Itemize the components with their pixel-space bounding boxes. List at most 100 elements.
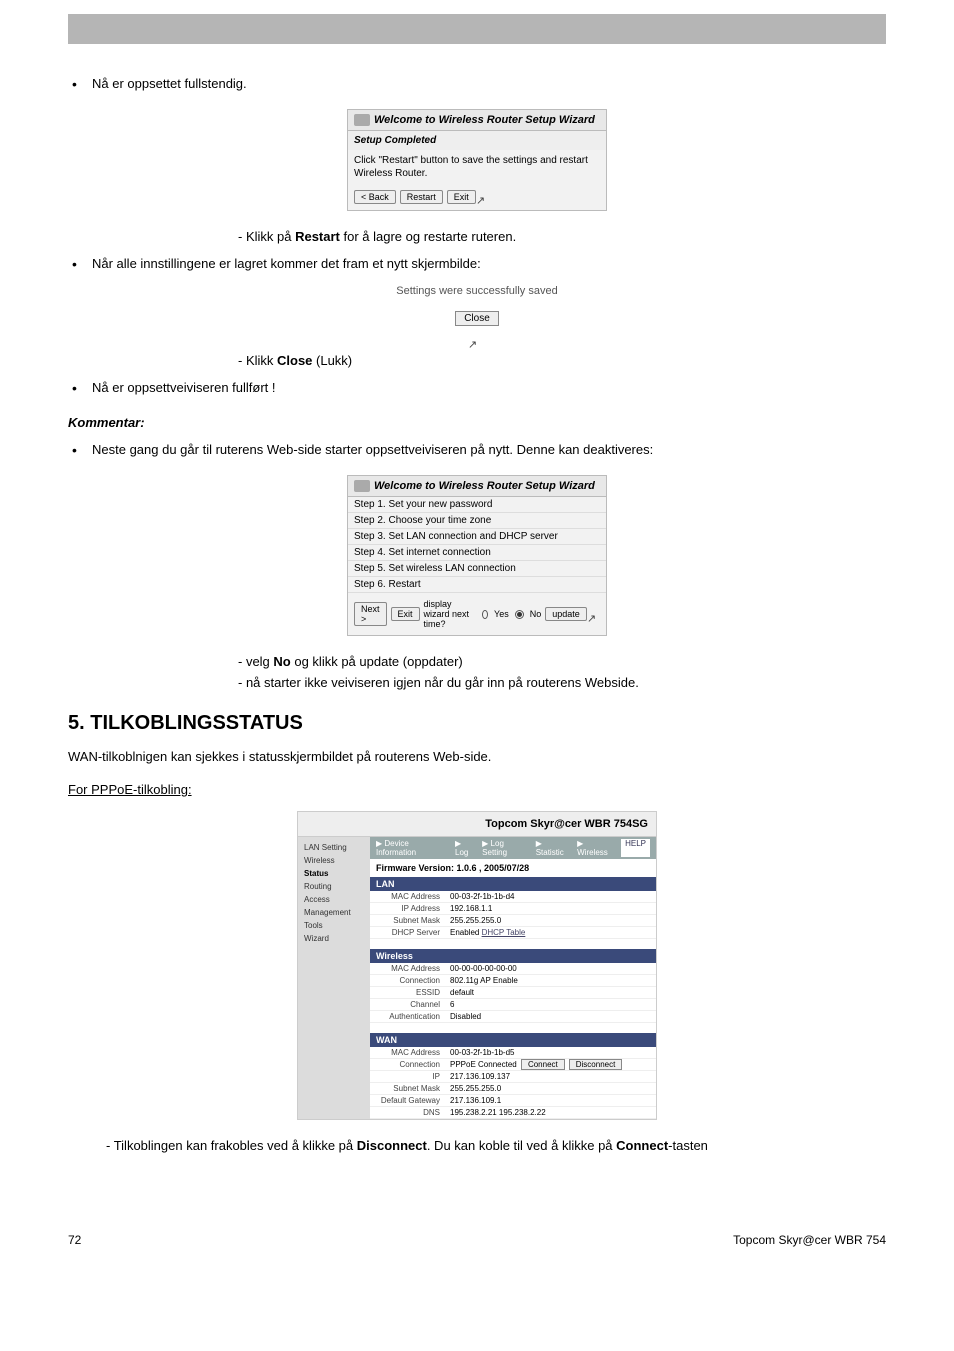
- tab-log-setting[interactable]: ▶ Log Setting: [482, 839, 530, 857]
- wl-ch-label: Channel: [370, 999, 446, 1010]
- wizard-button-row: < Back Restart Exit: [348, 184, 606, 210]
- wizard-step: Step 1. Set your new password: [348, 497, 606, 513]
- text-bold1: Disconnect: [357, 1138, 427, 1153]
- text-bold: Restart: [295, 229, 340, 244]
- sidebar-item-wireless[interactable]: Wireless: [298, 854, 370, 867]
- wan-con-label: Connection: [370, 1059, 446, 1070]
- wizard-step: Step 2. Choose your time zone: [348, 513, 606, 529]
- cursor-icon: [468, 336, 478, 348]
- wizard-step: Step 6. Restart: [348, 577, 606, 593]
- help-button[interactable]: HELP: [621, 839, 650, 857]
- text-pre: - Klikk på: [238, 229, 295, 244]
- bullet-settings-saved: Når alle innstillingene er lagret kommer…: [68, 256, 886, 271]
- wan-con-status: PPPoE Connected: [450, 1060, 517, 1069]
- wizard-icon: [354, 480, 370, 492]
- wan-gw-value: 217.136.109.1: [446, 1095, 656, 1106]
- radio-yes[interactable]: [482, 610, 488, 619]
- wan-sm-value: 255.255.255.0: [446, 1083, 656, 1094]
- lan-section-header: LAN: [370, 877, 656, 891]
- exit-button[interactable]: Exit: [391, 607, 420, 621]
- sidebar-item-access[interactable]: Access: [298, 893, 370, 906]
- restart-button[interactable]: Restart: [400, 190, 443, 204]
- wizard-icon: [354, 114, 370, 126]
- wan-ip-value: 217.136.109.137: [446, 1071, 656, 1082]
- saved-message: Settings were successfully saved: [68, 285, 886, 297]
- back-button[interactable]: < Back: [354, 190, 396, 204]
- tab-statistic[interactable]: ▶ Statistic: [536, 839, 571, 857]
- radio-no-label: No: [530, 609, 542, 619]
- instruction-wizard-not-start: - nå starter ikke veiviseren igjen når d…: [238, 675, 886, 690]
- wan-gw-label: Default Gateway: [370, 1095, 446, 1106]
- update-button[interactable]: update: [545, 607, 587, 621]
- close-button[interactable]: Close: [455, 311, 499, 326]
- router-tabbar: ▶ Device Information ▶ Log ▶ Log Setting…: [370, 837, 656, 859]
- wl-essid-value: default: [446, 987, 656, 998]
- sidebar-item-lan-setting[interactable]: LAN Setting: [298, 841, 370, 854]
- cursor-icon: [587, 612, 596, 624]
- lan-ip-label: IP Address: [370, 903, 446, 914]
- text-pre: - Tilkoblingen kan frakobles ved å klikk…: [106, 1138, 357, 1153]
- tab-wireless[interactable]: ▶ Wireless: [577, 839, 615, 857]
- router-title: Topcom Skyr@cer WBR 754SG: [485, 818, 648, 830]
- router-status-screenshot: Topcom Skyr@cer WBR 754SG LAN Setting Wi…: [297, 811, 657, 1120]
- page-number: 72: [68, 1233, 81, 1247]
- sidebar-item-tools[interactable]: Tools: [298, 919, 370, 932]
- exit-button[interactable]: Exit: [447, 190, 476, 204]
- lan-mac-value: 00-03-2f-1b-1b-d4: [446, 891, 656, 902]
- disconnect-button[interactable]: Disconnect: [569, 1059, 623, 1070]
- comment-heading: Kommentar:: [68, 415, 886, 430]
- text-mid: . Du kan koble til ved å klikke på: [427, 1138, 616, 1153]
- sidebar-item-status[interactable]: Status: [298, 867, 370, 880]
- bullet-comment: Neste gang du går til ruterens Web-side …: [68, 442, 886, 457]
- wl-essid-label: ESSID: [370, 987, 446, 998]
- next-button[interactable]: Next >: [354, 602, 387, 626]
- wireless-section-header: Wireless: [370, 949, 656, 963]
- wizard-steps-header: Welcome to Wireless Router Setup Wizard: [348, 476, 606, 497]
- tab-device-info[interactable]: ▶ Device Information: [376, 839, 449, 857]
- lan-sm-label: Subnet Mask: [370, 915, 446, 926]
- pppoe-label: For PPPoE-tilkobling:: [68, 782, 886, 797]
- wan-con-value: PPPoE Connected Connect Disconnect: [446, 1059, 656, 1070]
- tab-log[interactable]: ▶ Log: [455, 839, 476, 857]
- router-header: Topcom Skyr@cer WBR 754SG: [298, 812, 656, 837]
- lan-dhcp-value: Enabled DHCP Table: [446, 927, 656, 938]
- sidebar-item-routing[interactable]: Routing: [298, 880, 370, 893]
- bullet-text: Nå er oppsettveiviseren fullført !: [92, 380, 276, 395]
- router-main: ▶ Device Information ▶ Log ▶ Log Setting…: [370, 837, 656, 1119]
- display-question: display wizard next time?: [424, 599, 477, 629]
- bullet-text: Når alle innstillingene er lagret kommer…: [92, 256, 481, 271]
- sidebar-item-wizard[interactable]: Wizard: [298, 932, 370, 945]
- wan-dns-label: DNS: [370, 1107, 446, 1118]
- text-pre: - velg: [238, 654, 273, 669]
- cursor-icon: [476, 194, 486, 206]
- router-sidebar: LAN Setting Wireless Status Routing Acce…: [298, 837, 370, 1119]
- text-pre: - Klikk: [238, 353, 277, 368]
- wizard-body-text: Click "Restart" button to save the setti…: [348, 150, 606, 184]
- wan-sm-label: Subnet Mask: [370, 1083, 446, 1094]
- wan-mac-value: 00-03-2f-1b-1b-d5: [446, 1047, 656, 1058]
- bullet-setup-complete: Nå er oppsettet fullstendig.: [68, 76, 886, 91]
- sidebar-item-management[interactable]: Management: [298, 906, 370, 919]
- firmware-version: Firmware Version: 1.0.6 , 2005/07/28: [370, 859, 656, 877]
- wl-con-label: Connection: [370, 975, 446, 986]
- wizard-header-text: Welcome to Wireless Router Setup Wizard: [374, 114, 595, 126]
- wan-section-header: WAN: [370, 1033, 656, 1047]
- wizard-subheader: Setup Completed: [348, 131, 606, 150]
- lan-dhcp-status: Enabled: [450, 928, 482, 937]
- radio-no[interactable]: [515, 610, 524, 619]
- instruction-click-close: - Klikk Close (Lukk): [238, 353, 886, 368]
- connect-button[interactable]: Connect: [521, 1059, 565, 1070]
- wizard-steps-box: Welcome to Wireless Router Setup Wizard …: [347, 475, 607, 636]
- dhcp-table-link[interactable]: DHCP Table: [482, 928, 526, 937]
- lan-ip-value: 192.168.1.1: [446, 903, 656, 914]
- page-footer: 72 Topcom Skyr@cer WBR 754: [0, 1193, 954, 1287]
- wizard-step: Step 5. Set wireless LAN connection: [348, 561, 606, 577]
- instruction-select-no: - velg No og klikk på update (oppdater): [238, 654, 886, 669]
- wl-con-value: 802.11g AP Enable: [446, 975, 656, 986]
- radio-yes-label: Yes: [494, 609, 509, 619]
- wan-ip-label: IP: [370, 1071, 446, 1082]
- wl-auth-value: Disabled: [446, 1011, 656, 1022]
- wl-mac-value: 00-00-00-00-00-00: [446, 963, 656, 974]
- wl-auth-label: Authentication: [370, 1011, 446, 1022]
- page-header-band: [68, 14, 886, 44]
